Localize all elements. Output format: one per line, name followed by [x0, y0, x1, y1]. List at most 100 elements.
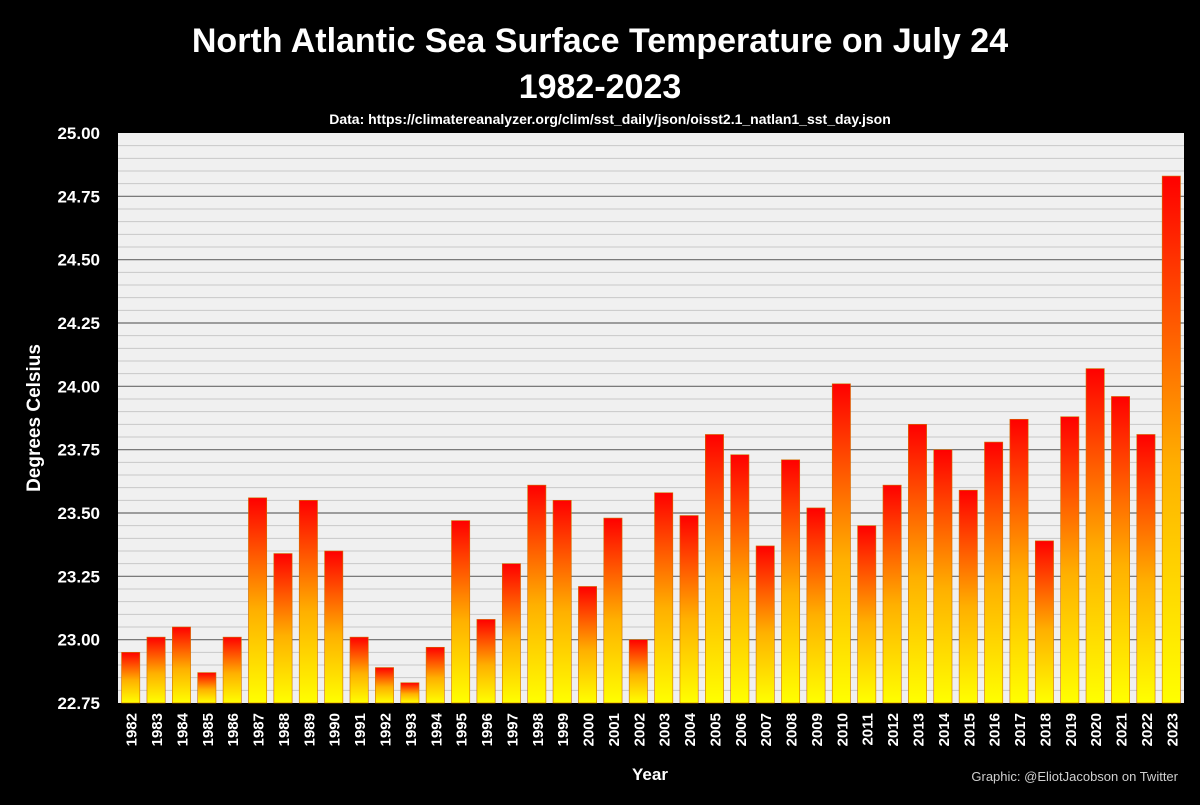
x-tick-label: 1996 [479, 713, 496, 746]
x-tick-label: 1988 [276, 713, 293, 746]
bar-2009 [806, 507, 826, 704]
y-tick-label: 24.75 [57, 187, 100, 206]
chart-subtitle: 1982-2023 [519, 68, 682, 106]
bar-1990 [324, 550, 344, 704]
x-tick-label: 1992 [378, 713, 395, 746]
bar-2013 [908, 424, 927, 704]
bar-1986 [222, 636, 242, 704]
bar-1991 [349, 636, 369, 704]
bar-2005 [705, 434, 724, 704]
bar-1983 [146, 636, 166, 704]
bar-1992 [375, 667, 394, 704]
y-tick-label: 25.00 [57, 124, 100, 143]
x-tick-label: 1986 [225, 713, 242, 746]
x-tick-label: 2005 [707, 713, 724, 746]
y-tick-label: 23.50 [57, 504, 100, 523]
y-tick-label: 22.75 [57, 694, 100, 713]
x-axis-label: Year [632, 765, 668, 784]
x-tick-label: 2015 [961, 713, 978, 746]
bar-2004 [679, 515, 699, 704]
x-tick-label: 2007 [758, 713, 775, 746]
bar-1996 [476, 619, 496, 704]
major-gridlines [118, 195, 1184, 641]
x-tick-label: 2003 [657, 713, 674, 746]
bar-2011 [857, 525, 877, 704]
bar-2000 [578, 586, 597, 704]
bar-1989 [298, 500, 318, 704]
bar-2014 [933, 449, 953, 704]
y-tick-label: 23.00 [57, 631, 100, 650]
x-tick-label: 2020 [1088, 713, 1105, 746]
bar-2006 [730, 454, 750, 704]
x-tick-label: 2021 [1114, 713, 1131, 746]
x-tick-label: 1982 [124, 713, 141, 746]
x-tick-label: 1983 [149, 713, 166, 746]
x-tick-label: 2022 [1139, 713, 1156, 746]
bar-2020 [1085, 368, 1105, 704]
x-tick-label: 1984 [174, 712, 191, 746]
x-tick-label: 1995 [454, 713, 471, 746]
bar-1995 [451, 520, 471, 704]
bar-1994 [425, 646, 445, 704]
x-tick-label: 1999 [555, 713, 572, 746]
bar-2023 [1161, 175, 1181, 704]
bar-2021 [1111, 396, 1130, 704]
bar-2010 [831, 383, 851, 704]
bar-2001 [603, 517, 623, 704]
bar-2018 [1034, 540, 1054, 704]
bar-2007 [755, 545, 775, 704]
x-tick-label: 2023 [1164, 713, 1181, 746]
x-tick-label: 2001 [606, 713, 623, 746]
x-tick-label: 2017 [1012, 713, 1029, 746]
y-tick-label: 23.25 [57, 567, 100, 586]
bar-2012 [882, 484, 902, 704]
y-axis-label: Degrees Celsius [24, 344, 45, 492]
y-axis-ticks: 22.75 23.00 23.25 23.50 23.75 24.00 24.25 24.50… [57, 124, 100, 713]
chart-title: North Atlantic Sea Surface Temperature o… [192, 22, 1008, 60]
y-tick-label: 24.50 [57, 251, 100, 270]
x-tick-label: 2012 [885, 713, 902, 746]
x-tick-label: 1994 [428, 712, 445, 746]
x-tick-label: 2011 [860, 713, 877, 746]
x-tick-label: 1991 [352, 713, 369, 746]
bar-1985 [197, 672, 217, 704]
bar-1993 [400, 682, 420, 704]
x-tick-label: 2009 [809, 713, 826, 746]
x-tick-label: 2013 [911, 713, 928, 746]
plot-area [118, 133, 1184, 703]
x-tick-label: 1990 [327, 713, 344, 746]
bar-2019 [1060, 416, 1080, 704]
bar-2015 [958, 489, 978, 704]
bar-2003 [654, 492, 674, 704]
bar-2016 [984, 441, 1004, 704]
x-tick-label: 2008 [784, 713, 801, 746]
bar-2002 [628, 639, 648, 704]
bar-series [121, 175, 1181, 704]
x-tick-label: 2000 [581, 713, 598, 746]
x-tick-label: 2016 [987, 713, 1004, 746]
x-tick-label: 2010 [834, 713, 851, 746]
bar-2017 [1009, 418, 1029, 704]
bar-1987 [248, 497, 268, 704]
bar-2022 [1136, 434, 1156, 704]
bar-1999 [552, 500, 572, 704]
x-tick-label: 2004 [682, 712, 699, 746]
bar-1997 [501, 563, 521, 704]
x-tick-label: 1998 [530, 713, 547, 746]
x-tick-label: 1987 [251, 713, 268, 746]
bar-2008 [781, 459, 801, 704]
x-tick-label: 1985 [200, 713, 217, 746]
bar-1984 [172, 626, 191, 704]
x-tick-label: 2014 [936, 712, 953, 746]
y-tick-label: 24.00 [57, 377, 100, 396]
bar-1998 [527, 484, 547, 704]
graphic-credit: Graphic: @EliotJacobson on Twitter [971, 769, 1178, 784]
x-tick-label: 2002 [631, 713, 648, 746]
x-tick-label: 1989 [301, 713, 318, 746]
y-tick-label: 23.75 [57, 441, 100, 460]
bar-1988 [273, 553, 293, 704]
x-tick-label: 1997 [504, 713, 521, 746]
x-tick-label: 2018 [1037, 713, 1054, 746]
